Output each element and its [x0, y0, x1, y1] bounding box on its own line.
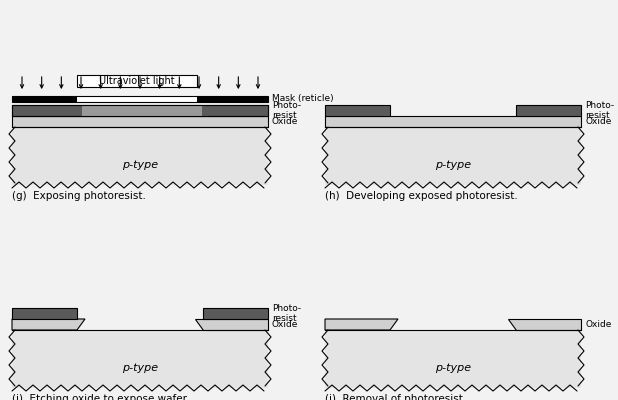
Bar	[203, 308, 268, 319]
Bar	[12, 127, 268, 185]
Text: Oxide: Oxide	[272, 117, 298, 126]
Bar	[516, 105, 581, 116]
Text: Oxide: Oxide	[585, 320, 611, 329]
Text: Mask (reticle): Mask (reticle)	[272, 94, 334, 104]
Text: (j)  Removal of photoresist.: (j) Removal of photoresist.	[325, 394, 466, 400]
Bar	[12, 96, 268, 102]
Polygon shape	[325, 319, 398, 330]
Text: (i)  Etching oxide to expose wafer.: (i) Etching oxide to expose wafer.	[12, 394, 189, 400]
Bar	[12, 96, 77, 102]
Bar	[325, 330, 581, 388]
Text: p-type: p-type	[122, 363, 158, 373]
Polygon shape	[508, 319, 581, 330]
Text: (g)  Exposing photoresist.: (g) Exposing photoresist.	[12, 191, 146, 201]
Bar	[12, 105, 268, 116]
Bar	[12, 116, 268, 127]
Bar	[325, 127, 581, 185]
Text: Photo-
resist: Photo- resist	[585, 101, 614, 120]
Bar	[197, 96, 268, 102]
Polygon shape	[12, 319, 85, 330]
Polygon shape	[195, 319, 268, 330]
Bar	[12, 105, 268, 116]
Text: Photo-
resist: Photo- resist	[272, 101, 301, 120]
Text: Oxide: Oxide	[272, 320, 298, 329]
Bar	[82, 105, 202, 116]
Text: p-type: p-type	[435, 363, 471, 373]
Bar	[77, 75, 197, 87]
Text: (h)  Developing exposed photoresist.: (h) Developing exposed photoresist.	[325, 191, 518, 201]
Text: p-type: p-type	[122, 160, 158, 170]
Bar	[325, 116, 581, 127]
Bar	[325, 105, 390, 116]
Bar	[12, 330, 268, 388]
Text: p-type: p-type	[435, 160, 471, 170]
Text: Ultraviolet light: Ultraviolet light	[99, 76, 175, 86]
Text: Photo-
resist: Photo- resist	[272, 304, 301, 323]
Text: Oxide: Oxide	[585, 117, 611, 126]
Bar	[12, 308, 77, 319]
